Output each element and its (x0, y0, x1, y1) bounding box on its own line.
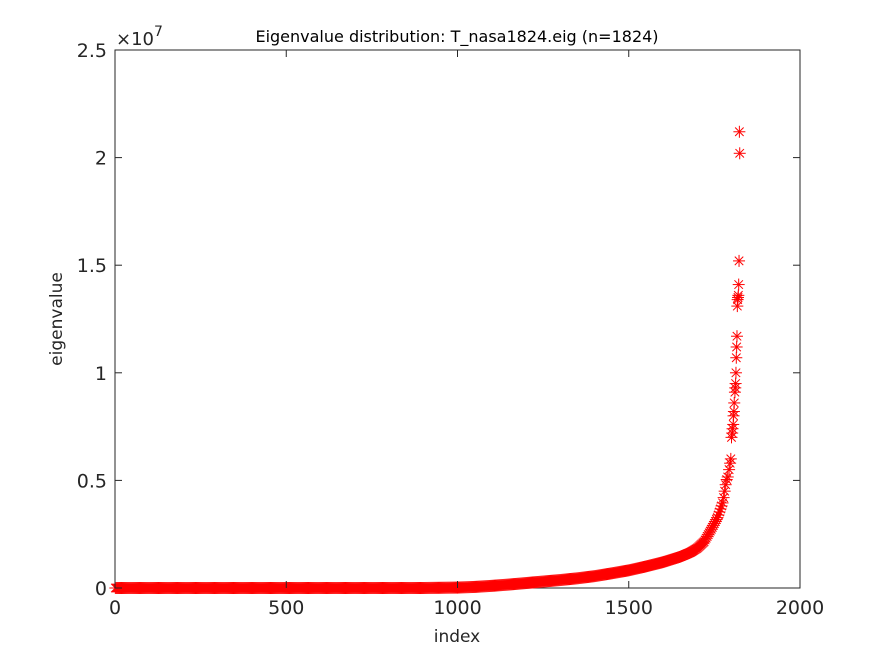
x-tick-label: 1500 (605, 597, 653, 619)
data-point (718, 485, 731, 498)
y-axis-multiplier-exponent: 7 (154, 24, 163, 40)
data-point (733, 125, 746, 138)
data-point (733, 254, 746, 267)
y-tick-label: 2.5 (77, 40, 107, 62)
data-point (728, 386, 741, 399)
y-tick-label: 0 (95, 578, 107, 600)
y-axis-multiplier: ×107 (116, 24, 163, 50)
y-axis-multiplier-base: ×10 (116, 29, 154, 50)
x-axis-label: index (434, 627, 481, 647)
data-markers (109, 125, 746, 594)
data-point (732, 278, 745, 291)
x-tick-label: 0 (109, 597, 121, 619)
axis-ticks: 0 500 1000 1500 2000 0 0.5 1 1.5 2 2.5 (77, 40, 824, 619)
y-tick-label: 2 (95, 148, 107, 170)
x-tick-label: 2000 (776, 597, 824, 619)
data-point (733, 147, 746, 160)
data-point (730, 351, 743, 364)
y-tick-label: 1 (95, 363, 107, 385)
data-point (717, 491, 730, 504)
data-point (730, 330, 743, 343)
data-point (731, 300, 744, 313)
data-point (729, 366, 742, 379)
data-point (725, 431, 738, 444)
data-point (724, 457, 737, 470)
plot-area (114, 49, 801, 589)
x-tick-label: 500 (268, 597, 304, 619)
y-axis-label: eigenvalue (47, 272, 67, 366)
data-point (723, 463, 736, 476)
y-tick-label: 0.5 (77, 470, 107, 492)
chart-title: Eigenvalue distribution: T_nasa1824.eig … (255, 27, 658, 47)
data-point (730, 340, 743, 353)
y-tick-label: 1.5 (77, 255, 107, 277)
data-point (721, 470, 734, 483)
x-tick-label: 1000 (433, 597, 481, 619)
